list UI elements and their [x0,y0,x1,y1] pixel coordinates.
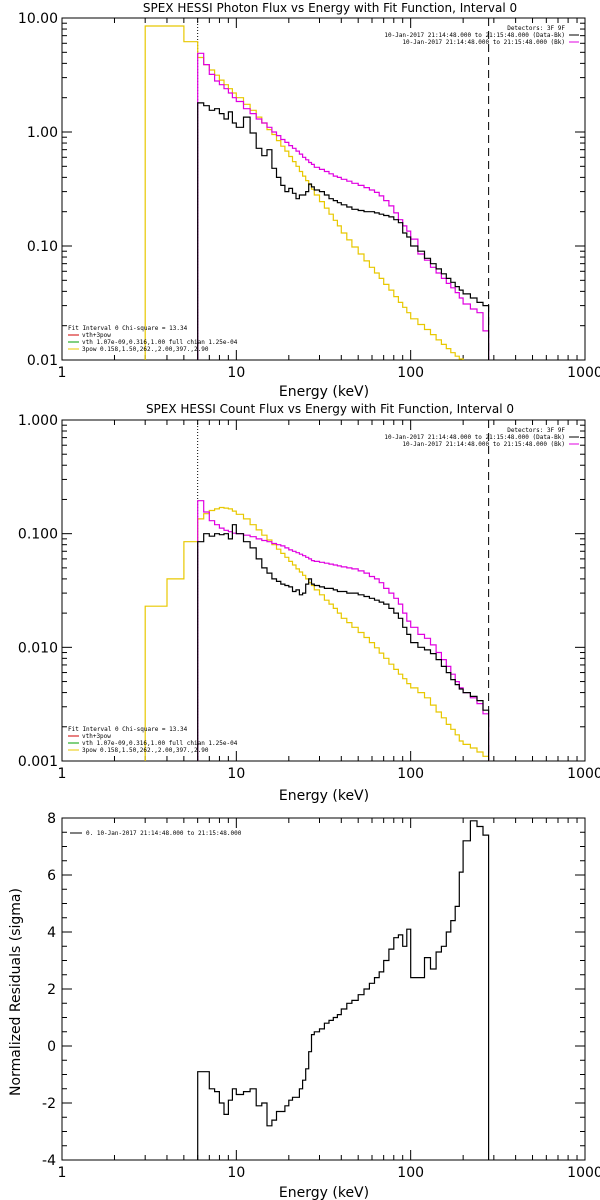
panel1-x-tick-label: 100 [397,365,424,381]
panel3-y-tick-label: 0 [47,1039,56,1055]
panel1-x-tick-label: 10 [227,365,245,381]
panel3-x-tick-label: 100 [397,1165,424,1181]
panel3-xlabel: Energy (keV) [279,1185,369,1200]
panel2-legend-entry-2: 10-Jan-2017 21:14:48.000 to 21:15:48.000… [402,441,565,448]
panel3-y-tick-label: -2 [42,1096,56,1112]
panel2-x-tick-label: 100 [397,766,424,782]
panel2-data-histogram [197,524,490,761]
panel1-plot-frame [61,17,586,361]
panel1-x-tick-label: 1000 [567,365,600,381]
panel1-data-histogram [197,102,490,360]
panel2-xlabel: Energy (keV) [279,788,369,804]
panel1-title: SPEX HESSI Photon Flux vs Energy with Fi… [143,1,517,15]
panel1-legend-entry-1: 10-Jan-2017 21:14:48.000 to 21:15:48.000… [384,32,565,39]
panel3-y-tick-label: 6 [47,868,56,884]
panel2-y-tick-label: 0.100 [18,527,58,543]
panel2-y-tick-label: 1.000 [18,413,58,429]
panel3-x-tick-label: 10 [227,1165,245,1181]
panel1-y-tick-label: 10.00 [18,11,58,27]
panel2-total-fit-histogram [144,506,490,761]
panel3-y-tick-label: 8 [47,811,56,827]
panel1-xlabel: Energy (keV) [279,384,369,400]
panel2-y-tick-label: 0.001 [18,754,58,770]
panel2-fit-legend-entry-3: 3pow 0.158,1.50,262.,2.00,397.,2.90 [82,747,209,754]
panel3-y-tick-label: 4 [47,925,56,941]
panel1-fit-legend-entry-3: 3pow 0.158,1.50,262.,2.00,397.,2.90 [82,346,209,353]
panel3-x-tick-label: 1000 [567,1165,600,1181]
panel1-y-tick-label: 1.00 [27,125,58,141]
panel1-fit-legend-entry-0: Fit Interval 0 Chi-square = 13.34 [68,325,188,332]
panel2-x-tick-label: 1 [58,766,67,782]
panel3-residuals-histogram [197,820,490,1160]
panel2-fit-legend-entry-2: vth 1.07e-09,0.316,1.00 full chian 1.25e… [82,740,238,747]
panel2-x-tick-label: 10 [227,766,245,782]
panel3-x-tick-label: 1 [58,1165,67,1181]
panel1-fit-legend-entry-1: vth+3pow [82,332,111,339]
panel1-x-tick-label: 1 [58,365,67,381]
panel2-legend-entry-0: Detectors: 3F 9F [507,427,565,434]
panel1-y-tick-label: 0.01 [27,353,58,369]
panel1-fit-legend-entry-2: vth 1.07e-09,0.316,1.00 full chian 1.25e… [82,339,238,346]
panel1-data-minus-bk-histogram [197,52,490,360]
panel3-y-tick-label: 2 [47,982,56,998]
panel2-legend-entry-1: 10-Jan-2017 21:14:48.000 to 21:15:48.000… [384,434,565,441]
panel2-data-minus-bk-histogram [197,500,490,761]
panel3-legend-entry-0: 0. 10-Jan-2017 21:14:48.000 to 21:15:48.… [86,830,242,837]
panel2-fit-legend-entry-1: vth+3pow [82,733,111,740]
panel3-y-tick-label: -4 [42,1153,56,1169]
panel2-x-tick-label: 1000 [567,766,600,782]
panel1-y-tick-label: 0.10 [27,239,58,255]
panel2-plot-frame [61,419,586,762]
panel1-legend-entry-0: Detectors: 3F 9F [507,25,565,32]
panel3-ylabel: Normalized Residuals (sigma) [8,888,24,1096]
panel1-total-fit-histogram [144,25,464,360]
panel1-legend-entry-2: 10-Jan-2017 21:14:48.000 to 21:15:48.000… [402,39,565,46]
panel2-y-tick-label: 0.010 [18,640,58,656]
panel2-title: SPEX HESSI Count Flux vs Energy with Fit… [146,402,514,416]
panel2-fit-legend-entry-0: Fit Interval 0 Chi-square = 13.34 [68,726,188,733]
